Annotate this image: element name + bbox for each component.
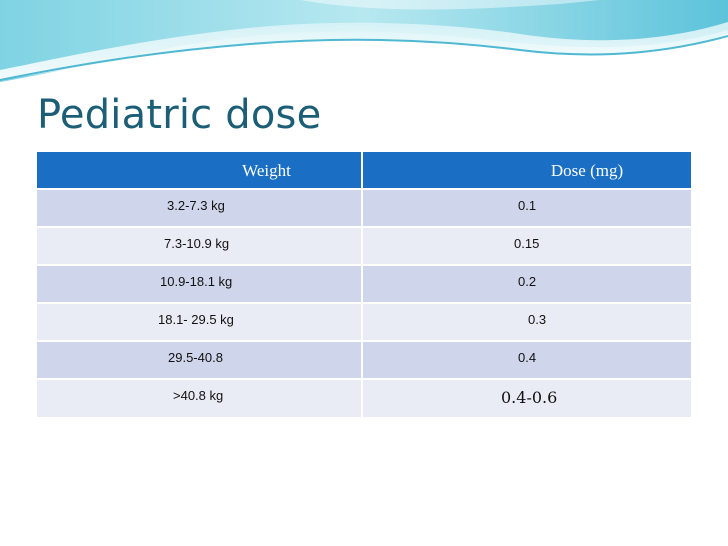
dose-table: Weight Dose (mg) 3.2-7.3 kg 0.1 7.3-10.9…	[37, 152, 691, 417]
dose-value: 0.4-0.6	[501, 388, 558, 407]
weight-header-label: Weight	[242, 161, 291, 180]
weight-value: 7.3-10.9 kg	[164, 236, 230, 251]
weight-cell: 7.3-10.9 kg	[37, 226, 362, 265]
dose-cell: 0.4	[361, 340, 691, 379]
dose-cell: 0.4-0.6	[361, 378, 691, 417]
dose-value: 0.3	[528, 312, 547, 327]
dose-header-label: Dose (mg)	[550, 161, 624, 180]
dose-value: 0.15	[514, 236, 540, 251]
table-row: 10.9-18.1 kg 0.2	[37, 264, 691, 303]
dose-cell: 0.3	[361, 302, 691, 341]
dose-value: 0.2	[518, 274, 537, 289]
dose-value: 0.4	[518, 350, 537, 365]
table-row: >40.8 kg 0.4-0.6	[37, 378, 691, 417]
dose-cell: 0.15	[361, 226, 691, 265]
weight-value: 10.9-18.1 kg	[160, 274, 233, 289]
weight-cell: >40.8 kg	[37, 378, 362, 417]
dose-cell: 0.2	[361, 264, 691, 303]
weight-cell: 18.1- 29.5 kg	[37, 302, 362, 341]
dose-cell: 0.1	[361, 188, 691, 227]
table-row: 29.5-40.8 0.4	[37, 340, 691, 379]
table-row: 7.3-10.9 kg 0.15	[37, 226, 691, 265]
slide-title: Pediatric dose	[37, 92, 322, 138]
weight-value: 18.1- 29.5 kg	[158, 312, 234, 327]
weight-cell: 10.9-18.1 kg	[37, 264, 362, 303]
column-header-dose: Dose (mg)	[361, 152, 691, 189]
table-row: 18.1- 29.5 kg 0.3	[37, 302, 691, 341]
table-row: 3.2-7.3 kg 0.1	[37, 188, 691, 227]
decorative-wave-banner	[0, 0, 728, 82]
weight-value: >40.8 kg	[173, 388, 224, 403]
dose-value: 0.1	[518, 198, 537, 213]
column-header-weight: Weight	[37, 152, 362, 189]
weight-cell: 29.5-40.8	[37, 340, 362, 379]
weight-cell: 3.2-7.3 kg	[37, 188, 362, 227]
weight-value: 3.2-7.3 kg	[167, 198, 225, 213]
table-header-row: Weight Dose (mg)	[37, 152, 691, 189]
weight-value: 29.5-40.8	[168, 350, 223, 365]
